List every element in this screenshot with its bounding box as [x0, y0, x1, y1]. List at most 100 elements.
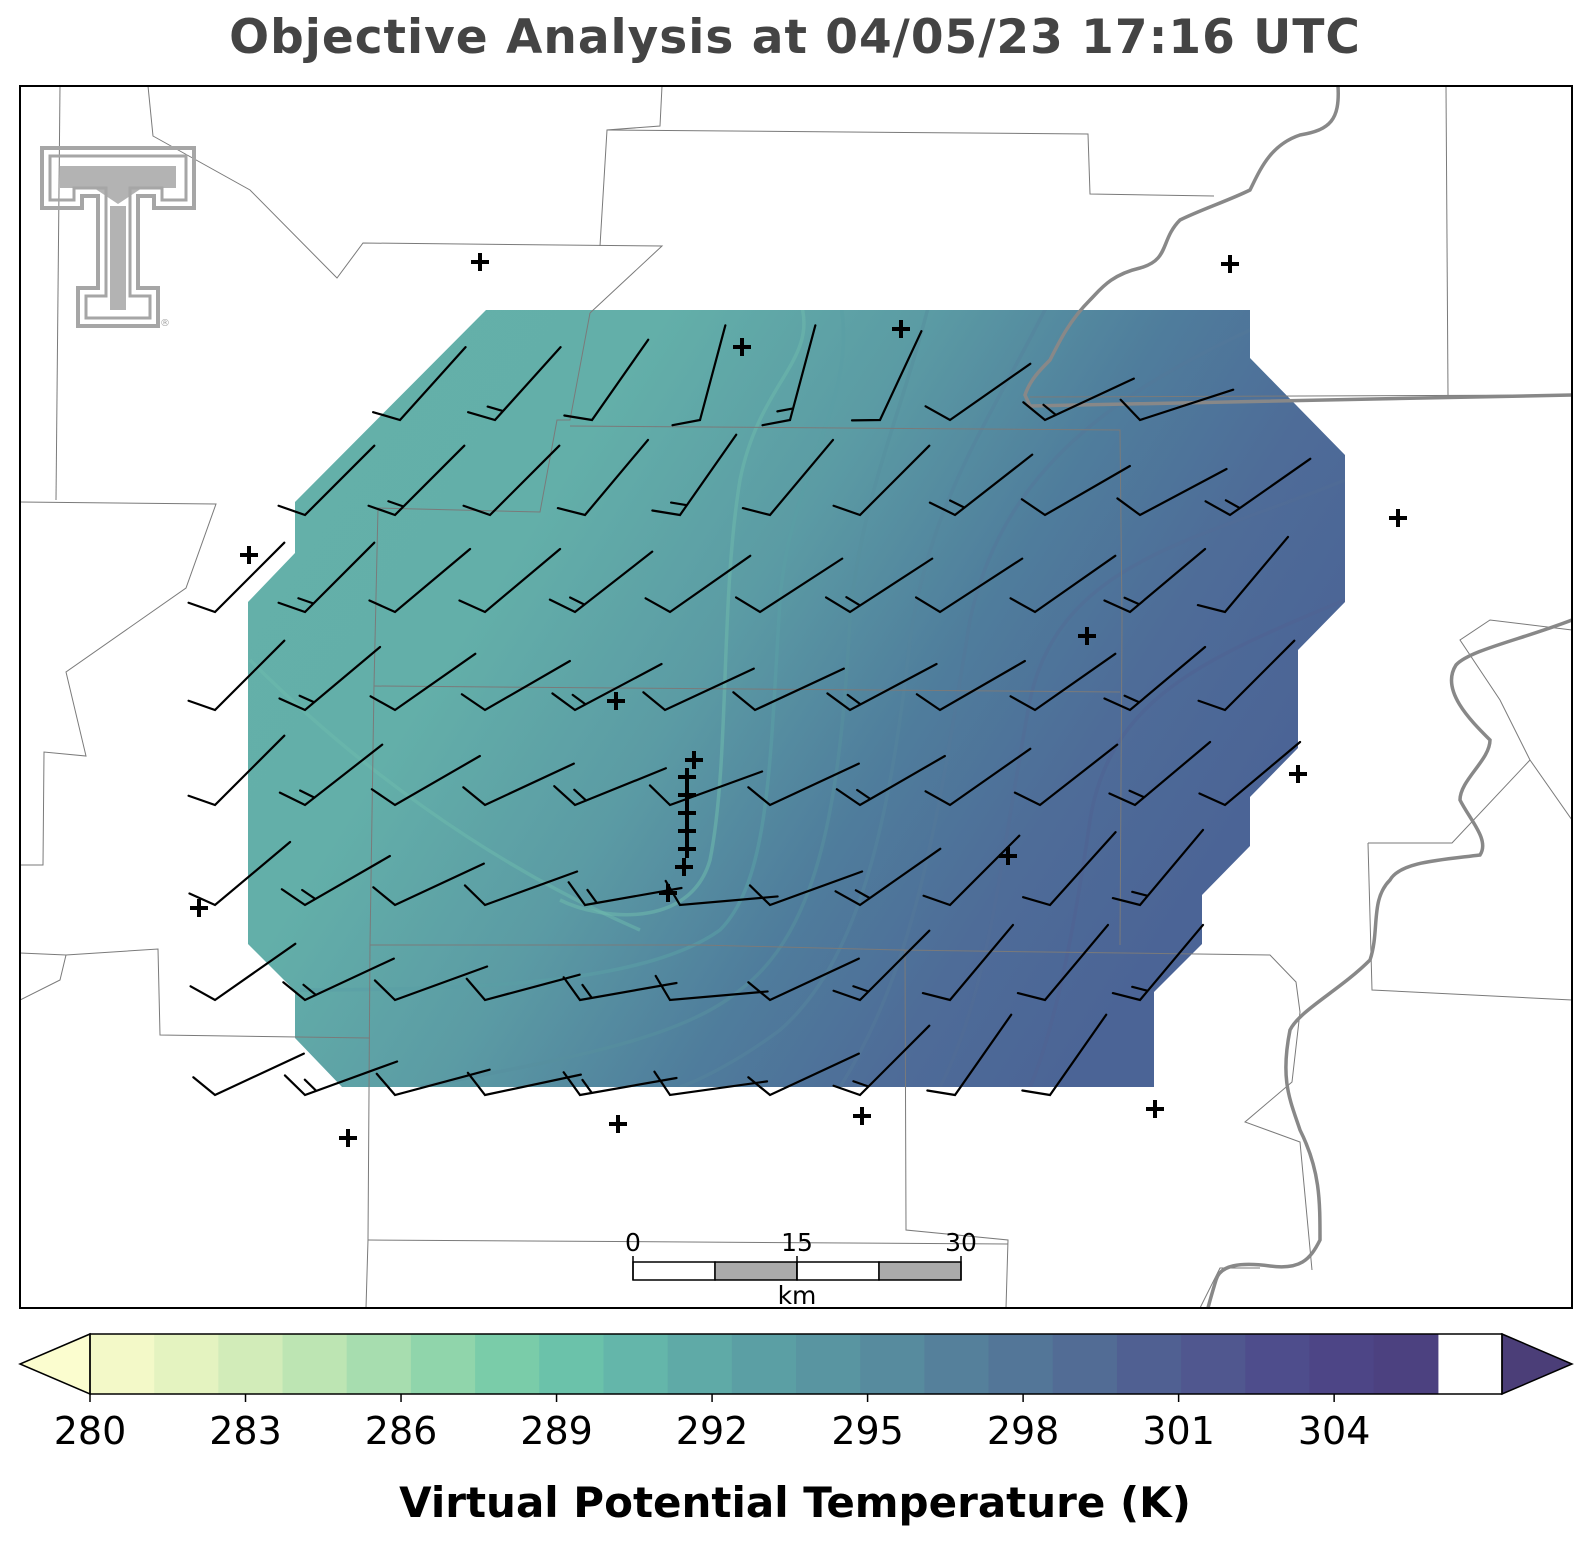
wind-barbs	[187, 324, 1312, 1097]
wind-barb	[664, 879, 779, 907]
wind-barb	[283, 1060, 399, 1097]
wind-barb	[924, 362, 1032, 422]
wind-barb	[824, 557, 934, 614]
wind-barb	[458, 547, 562, 614]
contour-lines	[248, 310, 1345, 1087]
wind-barb	[832, 1024, 931, 1097]
figure-title: Objective Analysis at 04/05/23 17:16 UTC	[229, 10, 1361, 65]
wind-barb	[761, 324, 817, 427]
wind-barb	[548, 550, 654, 614]
wind-barb	[835, 754, 946, 807]
wind-barb	[1119, 388, 1235, 422]
wind-barb	[562, 1071, 678, 1097]
scale-tick-0: 0	[625, 1228, 641, 1257]
wind-barb	[642, 667, 755, 712]
wind-barb	[654, 974, 769, 1002]
wind-barb	[375, 1068, 491, 1097]
wind-barb	[741, 438, 835, 517]
texas-tech-logo: ®	[40, 146, 196, 329]
wind-barb	[1022, 831, 1117, 907]
wind-barb	[651, 433, 738, 517]
station-marker	[240, 546, 258, 564]
wind-barb	[644, 554, 752, 614]
station-marker	[1221, 255, 1239, 273]
wind-barb	[1196, 535, 1290, 614]
wind-barb	[462, 762, 575, 807]
wind-barb	[373, 965, 489, 1002]
scale-tick-30: 30	[945, 1228, 977, 1257]
county-boundaries	[20, 86, 1572, 1308]
scale-bar: 0 15 30 km	[625, 1228, 977, 1310]
analysis-field	[248, 310, 1345, 1087]
wind-barb	[922, 834, 1021, 907]
wind-barb	[832, 929, 931, 1002]
station-marker	[607, 692, 625, 710]
wind-barb	[277, 541, 376, 614]
wind-barb	[826, 662, 938, 712]
wind-barb	[914, 557, 1024, 614]
wind-barb	[1009, 554, 1117, 614]
wind-barb	[192, 1052, 305, 1097]
wind-barb	[1108, 740, 1212, 807]
station-marker	[339, 1129, 357, 1147]
scale-unit: km	[778, 1281, 817, 1310]
wind-barb	[734, 557, 844, 614]
wind-barb	[460, 659, 571, 712]
wind-barb	[648, 770, 764, 807]
wind-barb	[1009, 652, 1117, 712]
station-marker	[675, 858, 693, 876]
station-marker	[678, 822, 696, 840]
wind-barb	[278, 645, 382, 712]
map-frame	[19, 85, 1573, 1309]
wind-barb	[369, 652, 477, 712]
wind-barb	[921, 923, 1015, 1002]
station-marker	[1078, 627, 1096, 645]
wind-barb	[832, 444, 931, 517]
station-marker	[685, 751, 703, 769]
wind-barb	[367, 444, 466, 517]
station-marker	[1289, 765, 1307, 783]
wind-barb	[465, 973, 581, 1002]
station-marker	[733, 338, 751, 356]
wind-barb	[1020, 464, 1131, 517]
wind-barb	[1103, 645, 1207, 712]
wind-barb	[463, 870, 579, 907]
wind-barb	[188, 840, 292, 907]
wind-barb	[928, 453, 1034, 517]
wind-barb	[562, 976, 678, 1002]
wind-barb	[466, 1071, 582, 1097]
station-marker	[659, 884, 677, 902]
wind-barb	[748, 870, 864, 907]
station-marker	[1146, 1100, 1164, 1118]
wind-barb	[926, 1013, 1013, 1097]
wind-barb	[1204, 457, 1312, 517]
wind-barb	[1111, 923, 1205, 1002]
svg-text:®: ®	[160, 318, 170, 329]
wind-barb	[563, 338, 650, 422]
wind-barb	[567, 881, 683, 907]
wind-barb	[278, 743, 384, 807]
station-marker	[190, 899, 208, 917]
wind-barb	[368, 547, 472, 614]
wind-barb	[462, 444, 561, 517]
wind-barb	[187, 541, 286, 614]
wind-barb	[1013, 743, 1119, 807]
wind-barb	[189, 942, 297, 1002]
wind-barb	[187, 639, 286, 712]
wind-barb	[277, 444, 376, 517]
wind-barb	[747, 762, 860, 807]
wind-barb	[924, 747, 1032, 807]
wind-barb	[282, 957, 395, 1002]
wind-barb	[1016, 923, 1110, 1002]
station-marker	[1389, 509, 1407, 527]
wind-barb	[280, 854, 391, 907]
wind-barb	[372, 862, 485, 907]
station-marker	[609, 1115, 627, 1133]
wind-barb	[834, 847, 942, 907]
station-marker	[892, 320, 910, 338]
station-marker	[678, 840, 696, 858]
wind-barb	[551, 662, 663, 712]
wind-barb	[1111, 828, 1205, 907]
wind-barb	[556, 438, 650, 517]
station-marker	[678, 768, 696, 786]
